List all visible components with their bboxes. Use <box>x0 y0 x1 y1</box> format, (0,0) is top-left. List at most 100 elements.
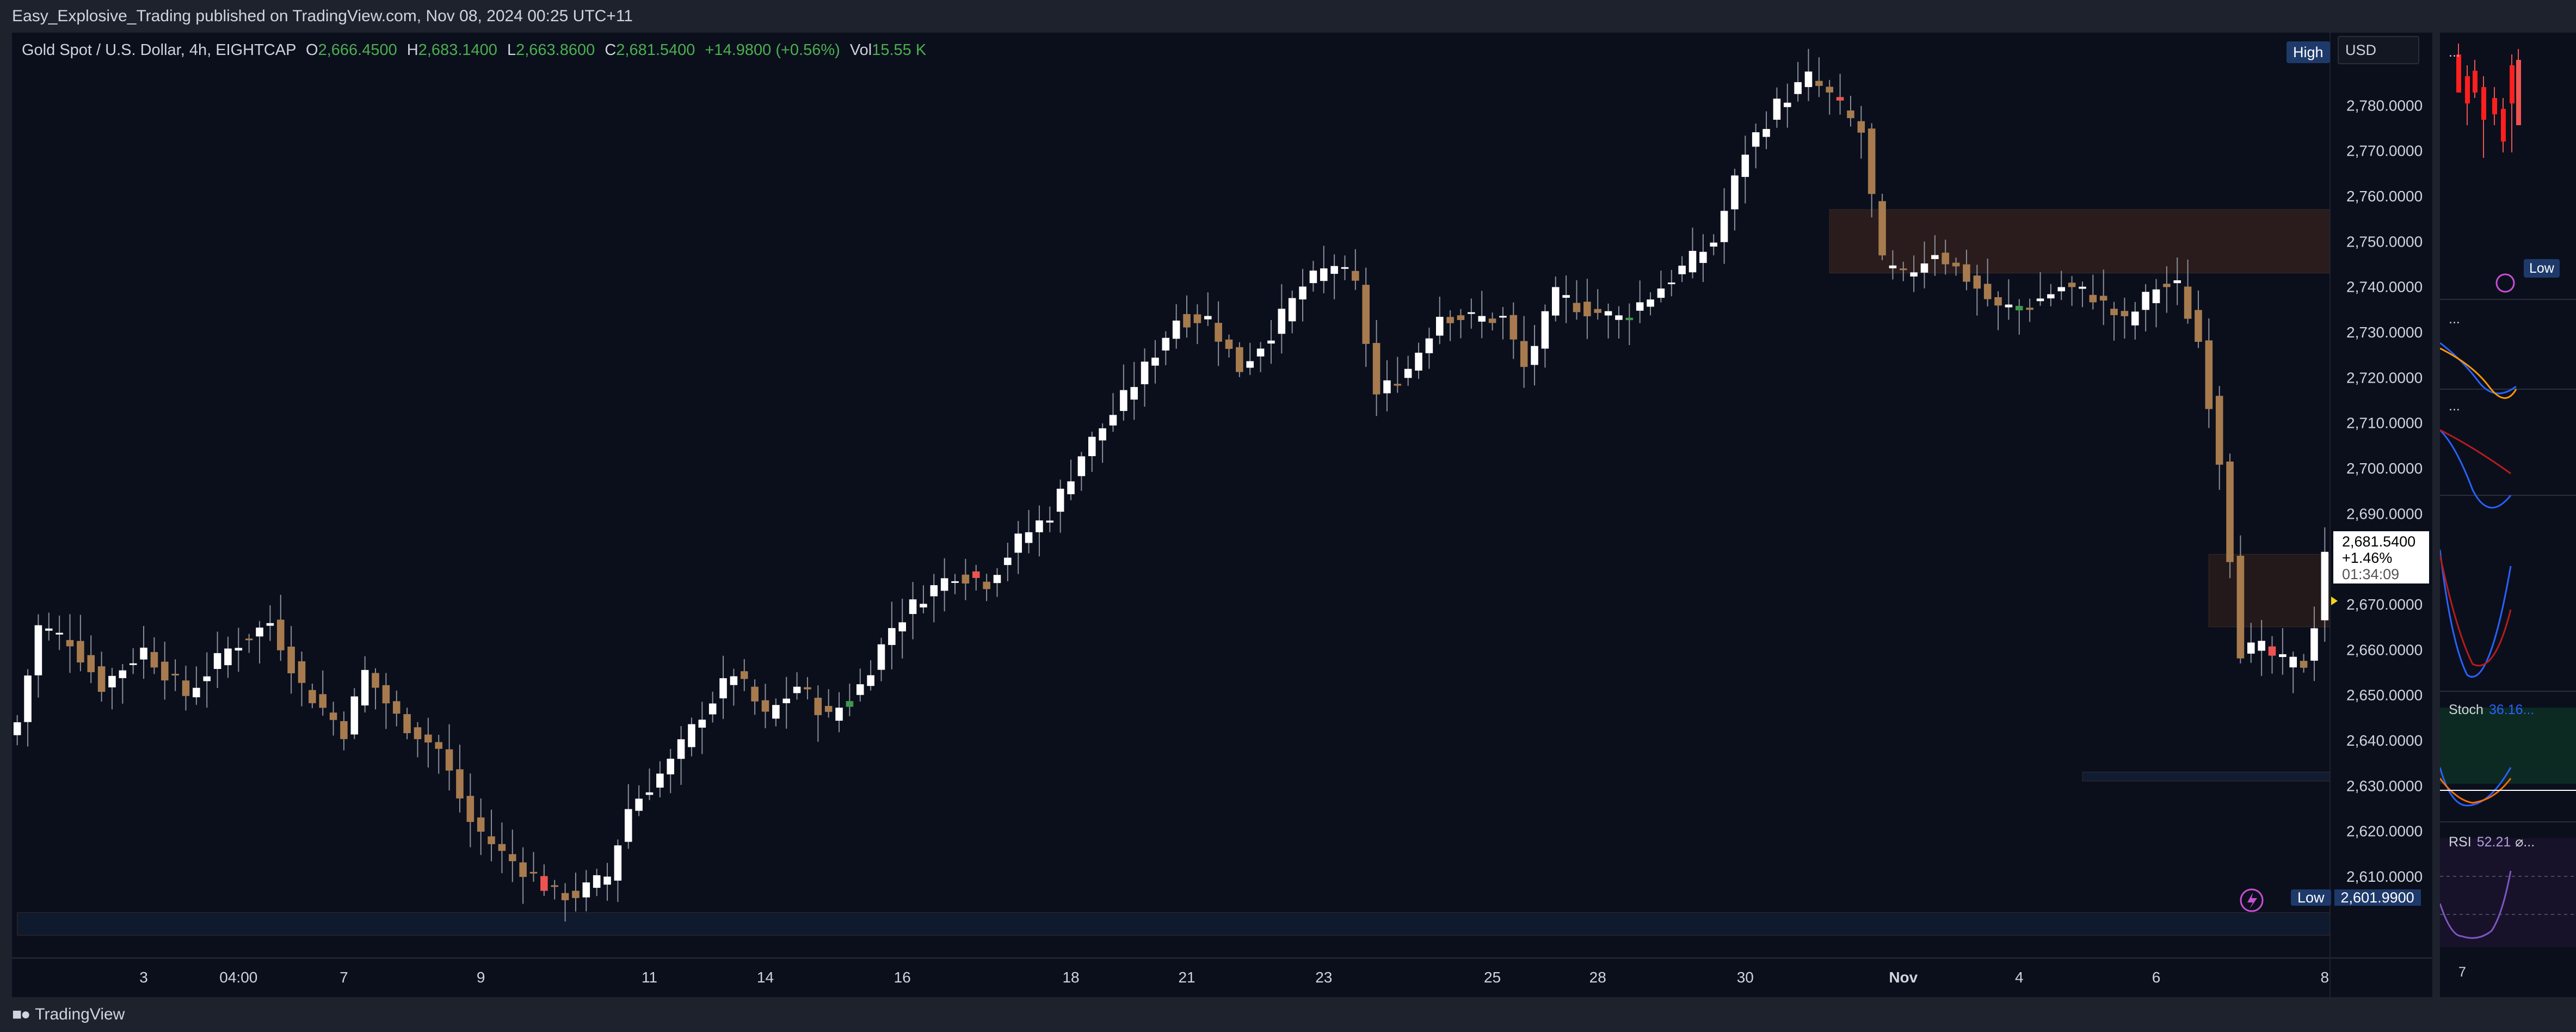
candle-body <box>2268 646 2276 656</box>
stoch-legend[interactable]: Stoch 36.16... <box>2449 702 2534 718</box>
candle-body <box>1278 309 1286 334</box>
price-chart[interactable]: 2,610.0000 2,620.0000 2,630.0000 2,640.0000… <box>12 33 2432 997</box>
candle-body <box>804 687 811 690</box>
price-axis-tick: 2,720.0000 <box>2346 369 2423 386</box>
time-axis-tick: 04:00 <box>219 969 257 986</box>
candle-body <box>1004 557 1012 566</box>
panel-more-dots-3[interactable]: ... <box>2449 398 2460 414</box>
candle-body <box>150 652 158 668</box>
candle-body <box>1562 295 1570 298</box>
low-value: 2,663.8600 <box>516 41 595 59</box>
currency-selector[interactable]: USD <box>2338 36 2419 64</box>
candle-body <box>551 885 559 887</box>
rsi-legend[interactable]: RSI 52.21 ⌀... <box>2449 834 2535 850</box>
candle-body <box>1025 532 1033 543</box>
rsi-label: RSI <box>2449 834 2472 850</box>
candle-body <box>1647 299 1654 307</box>
candle-body <box>814 697 822 715</box>
candle-body <box>1172 320 1180 339</box>
footer-bar: ■● TradingView <box>0 997 2576 1032</box>
candle-body <box>256 627 263 637</box>
panel-more-dots-2[interactable]: ... <box>2449 311 2460 327</box>
time-axis-tick: 16 <box>894 969 911 986</box>
candle-body <box>1994 297 2002 306</box>
candle-body <box>1773 99 1781 120</box>
candle-body <box>1320 268 1328 281</box>
high-label: H <box>406 41 418 59</box>
candle-body <box>1541 311 1549 349</box>
candle-body <box>2205 340 2213 409</box>
candle-body <box>1983 284 1992 299</box>
candle-body <box>1372 343 1381 395</box>
candle-body <box>614 845 622 881</box>
mini-candle <box>2492 98 2497 114</box>
close-value: 2,681.5400 <box>616 41 695 59</box>
price-axis-tick: 2,640.0000 <box>2346 732 2423 749</box>
candle-body <box>340 721 348 739</box>
rsi-band <box>2440 838 2576 947</box>
candle-body <box>1352 271 1359 281</box>
candle-body <box>1215 323 1222 342</box>
candle-body <box>856 684 864 695</box>
candle-body <box>119 670 127 678</box>
candle-body <box>1973 275 1981 289</box>
candle-body <box>1910 272 1918 277</box>
candle-body <box>466 796 474 822</box>
candle-body <box>1604 311 1612 316</box>
indicator-side-panel[interactable]: ... ... ... Low Stoch 36.16... RSI 52.21 ⌀.… <box>2439 33 2576 997</box>
candle-body <box>1625 317 1634 321</box>
candle-body <box>2173 280 2181 284</box>
candle-body <box>66 640 74 647</box>
candle-body <box>1488 318 1496 323</box>
candle-body <box>761 700 769 712</box>
price-axis-tick: 2,660.0000 <box>2346 641 2423 658</box>
candle-body <box>898 622 907 631</box>
price-axis-tick: 2,770.0000 <box>2346 143 2423 159</box>
candle-body <box>2089 294 2097 303</box>
rsi-extra: ⌀... <box>2515 834 2535 850</box>
candle-body <box>624 809 632 842</box>
symbol-title[interactable]: Gold Spot / U.S. Dollar, 4h, EIGHTCAP <box>22 41 296 59</box>
candle-body <box>1457 315 1465 320</box>
candle-body <box>171 673 179 675</box>
candle-body <box>1931 255 1939 259</box>
candle-body <box>193 687 200 698</box>
candle-body <box>1193 314 1201 323</box>
candle-body <box>435 742 443 749</box>
panel-more-dots-1[interactable]: ... <box>2449 45 2460 60</box>
candle-body <box>1394 384 1402 386</box>
candle-body <box>2195 310 2202 342</box>
candle-body <box>2321 551 2329 621</box>
candle-body <box>793 686 801 693</box>
mini-candle <box>2501 109 2506 142</box>
candle-body <box>1815 81 1823 86</box>
candle-body <box>2247 642 2255 654</box>
candle-body <box>698 720 706 728</box>
close-label: C <box>605 41 617 59</box>
vol-value: 15.55 K <box>872 41 927 59</box>
chart-pane[interactable]: 2,610.0000 2,620.0000 2,630.0000 2,640.0000… <box>12 33 2432 997</box>
candle-body <box>1077 456 1086 476</box>
candle-body <box>2047 294 2055 299</box>
candle-body <box>1088 437 1096 457</box>
last-price-tag: 2,681.5400 +1.46% 01:34:09 <box>2333 531 2429 583</box>
candle-body <box>24 675 32 722</box>
time-axis-tick: 4 <box>2015 969 2024 986</box>
candle-body <box>1699 251 1707 263</box>
candle-body <box>319 694 327 708</box>
candle-body <box>1678 266 1686 274</box>
tradingview-brand[interactable]: ■● TradingView <box>12 997 125 1032</box>
candle-body <box>2184 286 2192 319</box>
candle-body <box>962 574 970 583</box>
price-axis-tick: 2,760.0000 <box>2346 188 2423 205</box>
candle-body <box>1752 132 1760 147</box>
candle-body <box>688 724 695 747</box>
candle-body <box>1404 368 1412 378</box>
high-badge: High <box>2287 41 2330 63</box>
candle-body <box>1446 317 1454 323</box>
candle-body <box>1468 312 1475 314</box>
candle-body <box>276 619 285 650</box>
candle-body <box>909 599 917 615</box>
candle-body <box>424 734 432 743</box>
price-axis-tick: 2,730.0000 <box>2346 324 2423 341</box>
